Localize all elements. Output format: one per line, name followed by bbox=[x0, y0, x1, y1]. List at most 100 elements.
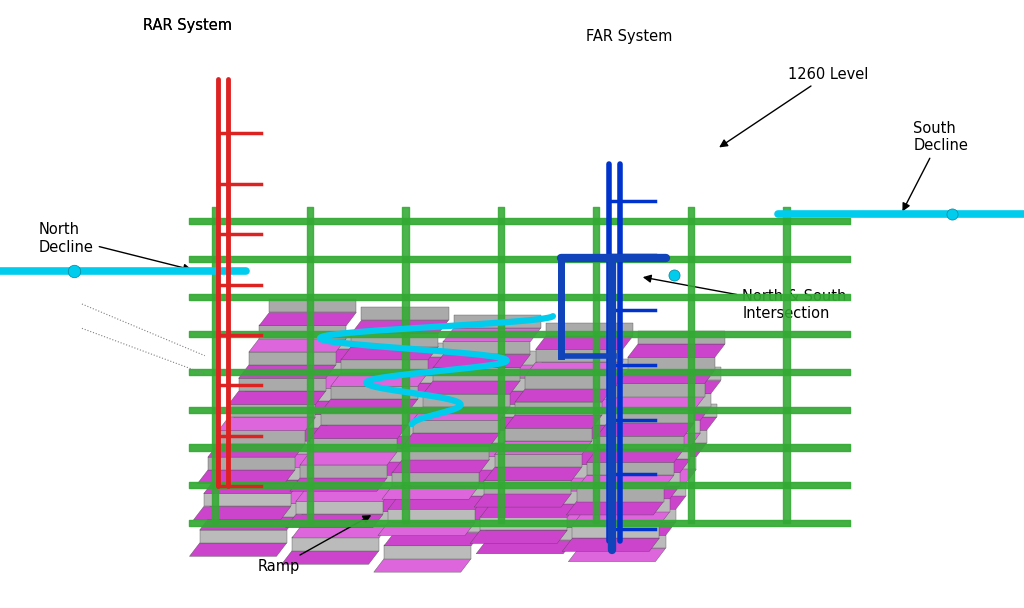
Polygon shape bbox=[331, 385, 418, 399]
Polygon shape bbox=[306, 462, 403, 475]
Polygon shape bbox=[577, 475, 674, 489]
Polygon shape bbox=[423, 393, 510, 407]
Polygon shape bbox=[579, 535, 666, 548]
Polygon shape bbox=[218, 430, 305, 444]
Polygon shape bbox=[269, 299, 356, 313]
Polygon shape bbox=[517, 448, 604, 461]
Polygon shape bbox=[200, 517, 297, 530]
Polygon shape bbox=[562, 538, 659, 551]
Polygon shape bbox=[609, 456, 696, 469]
Polygon shape bbox=[474, 494, 571, 507]
Polygon shape bbox=[566, 502, 664, 515]
Polygon shape bbox=[312, 485, 399, 499]
Polygon shape bbox=[292, 525, 389, 538]
Polygon shape bbox=[609, 443, 707, 457]
Polygon shape bbox=[527, 422, 614, 435]
Polygon shape bbox=[433, 367, 520, 381]
Polygon shape bbox=[597, 436, 684, 449]
Polygon shape bbox=[251, 398, 338, 412]
Polygon shape bbox=[593, 459, 690, 472]
Polygon shape bbox=[337, 396, 424, 409]
Polygon shape bbox=[589, 509, 676, 522]
Polygon shape bbox=[327, 422, 414, 435]
Polygon shape bbox=[300, 465, 387, 478]
Polygon shape bbox=[392, 472, 479, 486]
Polygon shape bbox=[210, 491, 307, 504]
Polygon shape bbox=[351, 333, 438, 347]
Polygon shape bbox=[265, 336, 352, 349]
Polygon shape bbox=[189, 543, 287, 556]
Polygon shape bbox=[511, 438, 598, 451]
Polygon shape bbox=[204, 493, 291, 506]
Polygon shape bbox=[579, 522, 676, 536]
Polygon shape bbox=[239, 365, 336, 378]
Polygon shape bbox=[228, 404, 315, 418]
Polygon shape bbox=[249, 339, 346, 352]
Polygon shape bbox=[490, 491, 578, 504]
Polygon shape bbox=[628, 344, 725, 358]
Polygon shape bbox=[505, 428, 592, 441]
Polygon shape bbox=[249, 351, 336, 365]
Polygon shape bbox=[429, 404, 516, 417]
Polygon shape bbox=[228, 391, 326, 404]
Polygon shape bbox=[425, 440, 512, 454]
Polygon shape bbox=[333, 420, 430, 433]
Polygon shape bbox=[204, 480, 301, 494]
Polygon shape bbox=[398, 470, 496, 483]
Polygon shape bbox=[234, 401, 332, 415]
Polygon shape bbox=[572, 525, 659, 538]
Text: RAR System: RAR System bbox=[143, 18, 232, 74]
Polygon shape bbox=[634, 367, 721, 381]
Polygon shape bbox=[620, 417, 717, 430]
Polygon shape bbox=[230, 438, 328, 451]
Polygon shape bbox=[296, 501, 383, 514]
Polygon shape bbox=[507, 461, 604, 475]
Polygon shape bbox=[597, 423, 694, 436]
Polygon shape bbox=[515, 389, 612, 402]
Polygon shape bbox=[425, 427, 522, 441]
Polygon shape bbox=[613, 407, 711, 420]
Polygon shape bbox=[259, 325, 346, 339]
Polygon shape bbox=[374, 559, 471, 572]
Polygon shape bbox=[224, 427, 322, 441]
Polygon shape bbox=[603, 446, 690, 459]
Polygon shape bbox=[515, 401, 602, 415]
Polygon shape bbox=[486, 527, 573, 541]
Polygon shape bbox=[357, 344, 444, 357]
Polygon shape bbox=[497, 501, 584, 514]
Polygon shape bbox=[638, 331, 725, 344]
Polygon shape bbox=[450, 351, 537, 365]
Polygon shape bbox=[245, 375, 342, 389]
Polygon shape bbox=[628, 357, 715, 370]
Polygon shape bbox=[353, 380, 440, 393]
Polygon shape bbox=[321, 399, 418, 412]
Polygon shape bbox=[239, 378, 326, 391]
Polygon shape bbox=[224, 441, 311, 454]
Polygon shape bbox=[347, 357, 444, 370]
Polygon shape bbox=[484, 468, 582, 481]
Polygon shape bbox=[310, 426, 408, 439]
Polygon shape bbox=[282, 551, 379, 564]
Polygon shape bbox=[333, 432, 420, 446]
Polygon shape bbox=[302, 499, 399, 512]
Polygon shape bbox=[361, 307, 449, 320]
Polygon shape bbox=[409, 443, 506, 457]
Polygon shape bbox=[200, 530, 287, 543]
Polygon shape bbox=[388, 496, 485, 510]
Text: Ramp: Ramp bbox=[258, 516, 370, 574]
Polygon shape bbox=[415, 466, 502, 480]
Polygon shape bbox=[443, 328, 541, 342]
Polygon shape bbox=[577, 488, 664, 502]
Polygon shape bbox=[218, 418, 315, 431]
Polygon shape bbox=[630, 404, 717, 417]
Polygon shape bbox=[572, 512, 670, 525]
Polygon shape bbox=[230, 451, 317, 464]
Polygon shape bbox=[292, 537, 379, 551]
Polygon shape bbox=[531, 373, 629, 386]
Polygon shape bbox=[511, 425, 608, 438]
Polygon shape bbox=[402, 446, 489, 460]
Polygon shape bbox=[404, 480, 502, 493]
Polygon shape bbox=[525, 375, 612, 389]
Polygon shape bbox=[589, 496, 686, 509]
Polygon shape bbox=[495, 441, 592, 455]
